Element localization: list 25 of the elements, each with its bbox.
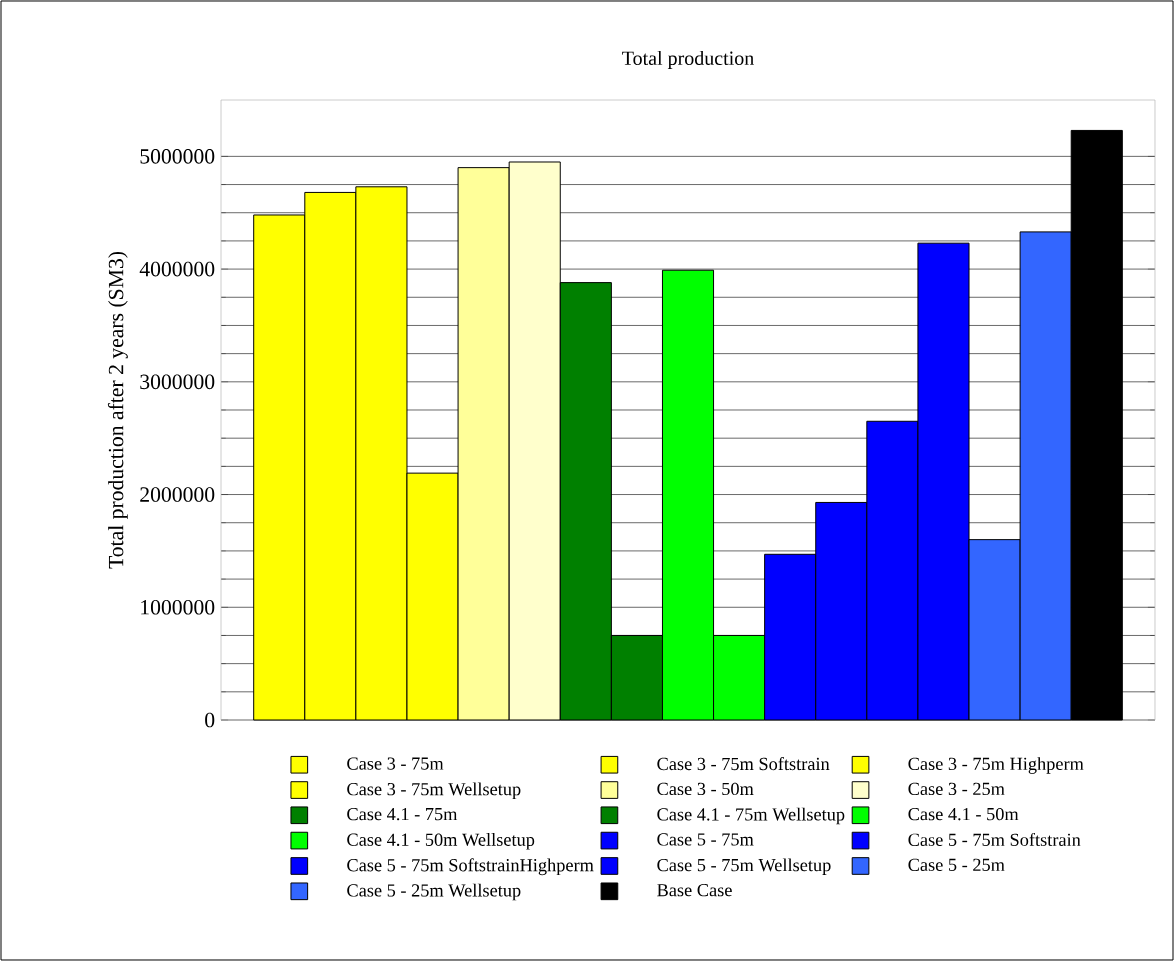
- legend-label: Case 5 - 75m SoftstrainHighperm: [347, 858, 594, 876]
- y-axis-title: Total production after 2 years (SM3): [107, 251, 128, 569]
- legend-label: Case 5 - 75m Softstrain: [908, 832, 1081, 846]
- legend-label: Case 5 - 25m Wellsetup: [347, 883, 521, 901]
- legend-label: Case 3 - 75m Wellsetup: [347, 782, 521, 800]
- legend-label: Case 4.1 - 50m: [908, 807, 1019, 821]
- legend-label: Case 4.1 - 50m Wellsetup: [347, 832, 535, 850]
- legend-label: Base Case: [657, 884, 732, 897]
- legend-label: Case 5 - 75m: [657, 833, 754, 846]
- y-tick-label: 1000000: [141, 599, 215, 615]
- legend-label: Case 5 - 25m: [908, 858, 1005, 871]
- legend-label: Case 3 - 25m: [908, 782, 1005, 796]
- y-tick-label: 5000000: [140, 149, 215, 164]
- legend-label: Case 3 - 75m: [347, 757, 444, 770]
- legend-label: Case 3 - 50m: [657, 782, 754, 796]
- legend-label: Case 4.1 - 75m: [347, 807, 458, 821]
- legend-label: Case 4.1 - 75m Wellsetup: [657, 807, 845, 825]
- legend-label: Case 3 - 75m Highperm: [908, 757, 1084, 774]
- legend-label: Case 5 - 75m Wellsetup: [657, 858, 831, 875]
- chart-title: Total production: [622, 50, 754, 70]
- legend-label: Case 3 - 75m Softstrain: [657, 757, 830, 771]
- y-tick-label: 3000000: [140, 374, 215, 390]
- y-tick-label: 4000000: [139, 261, 215, 277]
- y-tick-label: 0: [205, 712, 215, 728]
- y-tick-label: 2000000: [140, 487, 215, 502]
